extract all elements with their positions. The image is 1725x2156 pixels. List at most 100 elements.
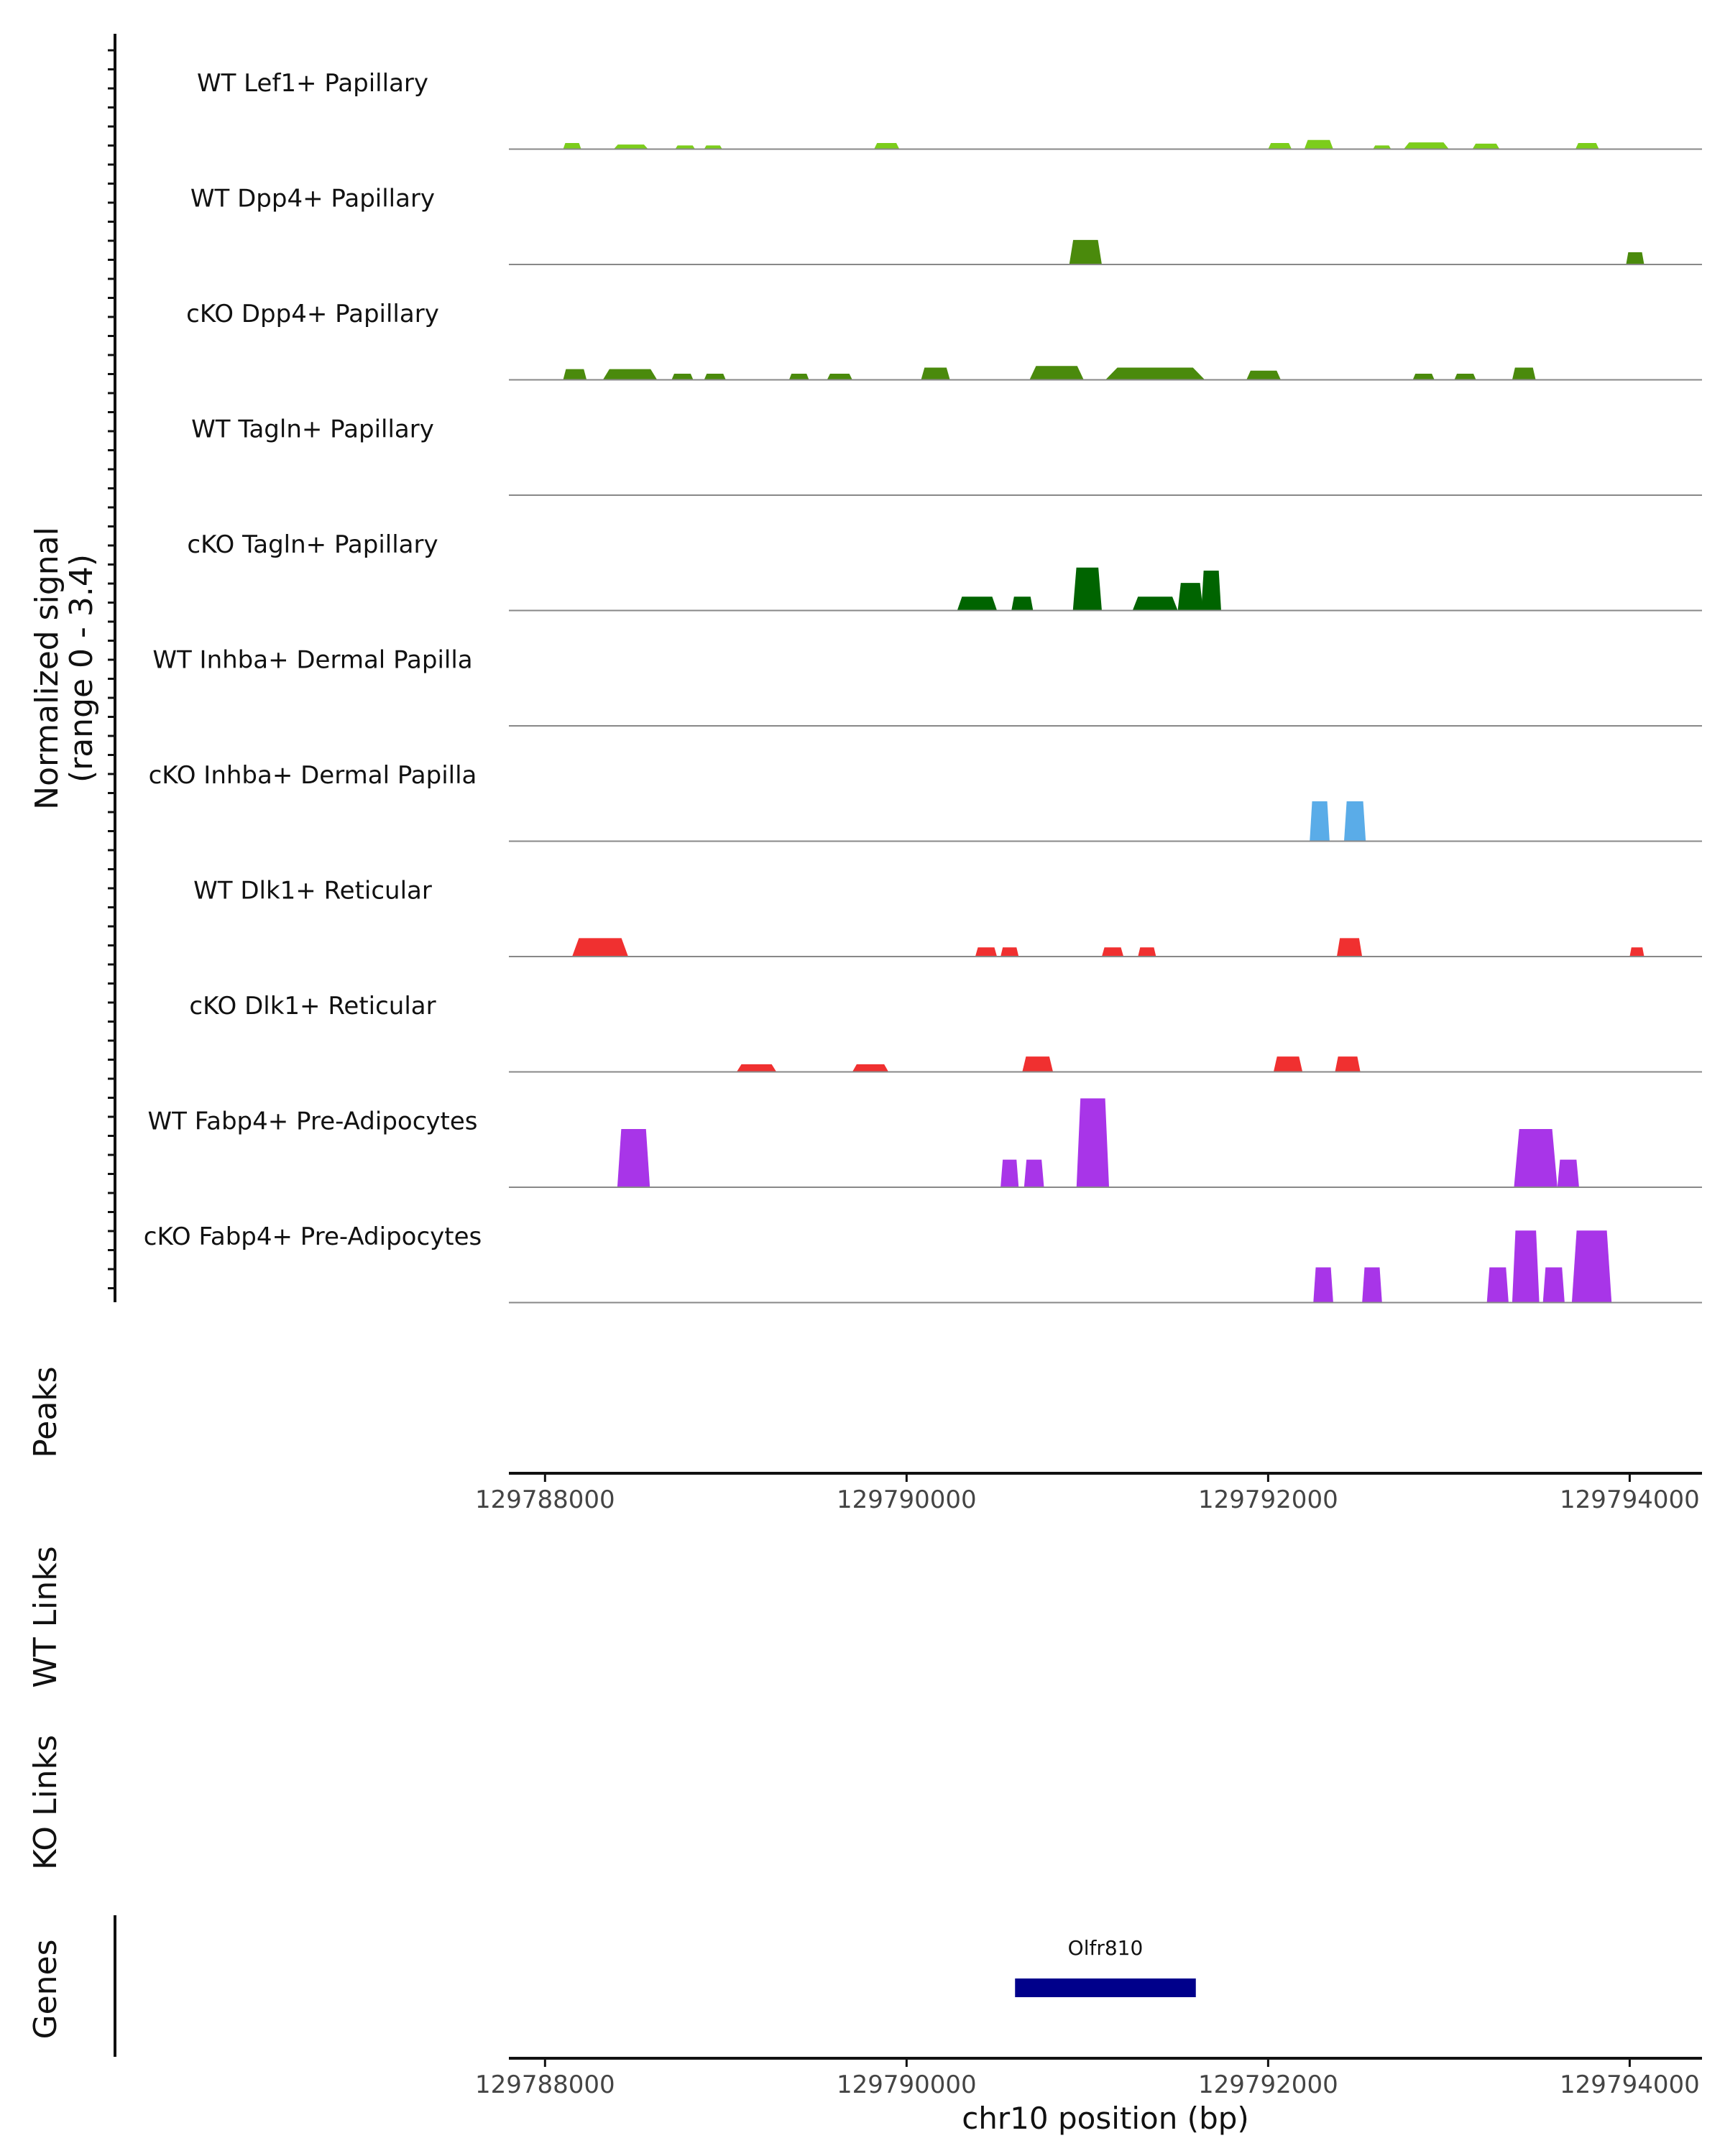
signal-peak: [1105, 367, 1205, 380]
signal-peak: [1472, 143, 1500, 149]
signal-peak: [852, 1064, 889, 1072]
ko-links-panel-label: KO Links: [27, 1735, 64, 1870]
signal-peak: [1454, 373, 1476, 380]
x-tick-label: 129790000: [837, 1485, 977, 1514]
genes-x-axis: 129788000 129790000 129792000 129794000: [475, 2058, 1700, 2099]
signal-peak: [1069, 239, 1102, 264]
x-axis-title: chr10 position (bp): [962, 2101, 1249, 2136]
signal-peak: [1310, 801, 1330, 842]
x-tick-label: 129788000: [475, 2070, 615, 2099]
signal-peak: [1246, 370, 1281, 380]
y-axis-title-line2: (range 0 - 3.4): [63, 554, 100, 783]
track-5: cKO Tagln+ Papillary: [187, 530, 1702, 612]
y-axis-title-line1: Normalized signal: [29, 527, 65, 810]
signal-peak: [827, 373, 852, 380]
signal-peak: [1486, 1267, 1509, 1303]
signal-peak: [1512, 1230, 1540, 1303]
signal-peak: [1542, 1267, 1565, 1303]
signal-peak: [1201, 571, 1221, 611]
signal-peak: [563, 142, 581, 149]
signal-peak: [1000, 1159, 1019, 1187]
signal-peak: [1344, 801, 1366, 842]
track-3: cKO Dpp4+ Papillary: [186, 300, 1702, 381]
track-label: WT Dlk1+ Reticular: [193, 877, 432, 906]
x-tick-label: 129790000: [837, 2070, 977, 2099]
track-label: cKO Dpp4+ Papillary: [186, 300, 439, 328]
signal-peak: [1557, 1159, 1579, 1187]
genes-panel-label: Genes: [27, 1939, 64, 2039]
x-tick-label: 129788000: [475, 1485, 615, 1514]
track-1: WT Lef1+ Papillary: [197, 69, 1702, 150]
signal-peak: [572, 938, 628, 957]
track-label: cKO Dlk1+ Reticular: [189, 992, 436, 1021]
signal-peak: [1022, 1056, 1054, 1072]
track-11: cKO Fabp4+ Pre-Adipocytes: [144, 1222, 1702, 1304]
signal-peak: [613, 144, 648, 149]
signal-peak: [1335, 1056, 1361, 1072]
signal-peak: [1029, 366, 1084, 380]
signal-peak: [1404, 142, 1449, 149]
signal-peak: [1177, 583, 1203, 611]
signal-peak: [1575, 142, 1599, 149]
x-tick-label: 129792000: [1198, 1485, 1338, 1514]
track-8: WT Dlk1+ Reticular: [193, 877, 1702, 957]
signal-peak: [1072, 567, 1102, 611]
signal-peak: [1011, 596, 1034, 611]
signal-peak: [788, 373, 809, 380]
signal-peak: [1076, 1098, 1110, 1187]
signal-peak: [1336, 938, 1363, 957]
signal-peak: [1138, 947, 1156, 957]
signal-peak: [1024, 1159, 1044, 1187]
peaks-x-axis: 129788000 129790000 129792000 129794000: [475, 1473, 1700, 1514]
track-2: WT Dpp4+ Papillary: [190, 185, 1702, 265]
gene-label: Olfr810: [1068, 1936, 1144, 1960]
signal-peak: [736, 1064, 777, 1072]
signal-peak: [1000, 947, 1019, 957]
signal-peak: [921, 367, 950, 380]
signal-peak: [957, 596, 998, 611]
track-label: WT Lef1+ Papillary: [197, 69, 428, 98]
track-label: WT Inhba+ Dermal Papilla: [152, 646, 472, 675]
signal-peak: [704, 145, 722, 149]
signal-peak: [1514, 1128, 1558, 1187]
signal-peak: [1373, 145, 1392, 149]
signal-peak: [1571, 1230, 1612, 1303]
signal-peak: [1313, 1267, 1333, 1303]
signal-peak: [874, 142, 900, 149]
signal-peak: [1273, 1056, 1303, 1072]
x-tick-label: 129794000: [1560, 1485, 1700, 1514]
genes-track: Olfr810: [1015, 1936, 1196, 1997]
track-4: WT Tagln+ Papillary: [191, 415, 1702, 496]
track-label: WT Dpp4+ Papillary: [190, 185, 435, 213]
signal-peak: [602, 369, 658, 380]
track-label: cKO Tagln+ Papillary: [187, 530, 438, 559]
coverage-y-ticks: [108, 49, 115, 1289]
signal-peak: [1362, 1267, 1382, 1303]
x-tick-label: 129794000: [1560, 2070, 1700, 2099]
signal-peak: [1101, 947, 1124, 957]
signal-peak: [704, 373, 726, 380]
gene-body: [1015, 1978, 1196, 1997]
track-label: WT Fabp4+ Pre-Adipocytes: [148, 1107, 478, 1136]
signal-peak: [1132, 596, 1178, 611]
signal-peak: [1304, 139, 1333, 149]
signal-peak: [563, 369, 587, 380]
peaks-panel-label: Peaks: [27, 1366, 64, 1457]
signal-peak: [1626, 252, 1644, 264]
signal-peak: [675, 145, 696, 149]
coverage-tracks: WT Lef1+ Papillary WT Dpp4+ Papillary cKO …: [144, 69, 1702, 1304]
track-7: cKO Inhba+ Dermal Papilla: [149, 761, 1702, 842]
track-label: cKO Fabp4+ Pre-Adipocytes: [144, 1222, 482, 1251]
track-10: WT Fabp4+ Pre-Adipocytes: [148, 1098, 1702, 1188]
signal-peak: [975, 947, 998, 957]
signal-peak: [1268, 142, 1292, 149]
track-9: cKO Dlk1+ Reticular: [189, 992, 1702, 1073]
track-6: WT Inhba+ Dermal Papilla: [152, 646, 1702, 727]
signal-peak: [1512, 367, 1536, 380]
track-label: cKO Inhba+ Dermal Papilla: [149, 761, 477, 790]
signal-peak: [1412, 373, 1435, 380]
x-tick-label: 129792000: [1198, 2070, 1338, 2099]
signal-peak: [671, 373, 694, 380]
